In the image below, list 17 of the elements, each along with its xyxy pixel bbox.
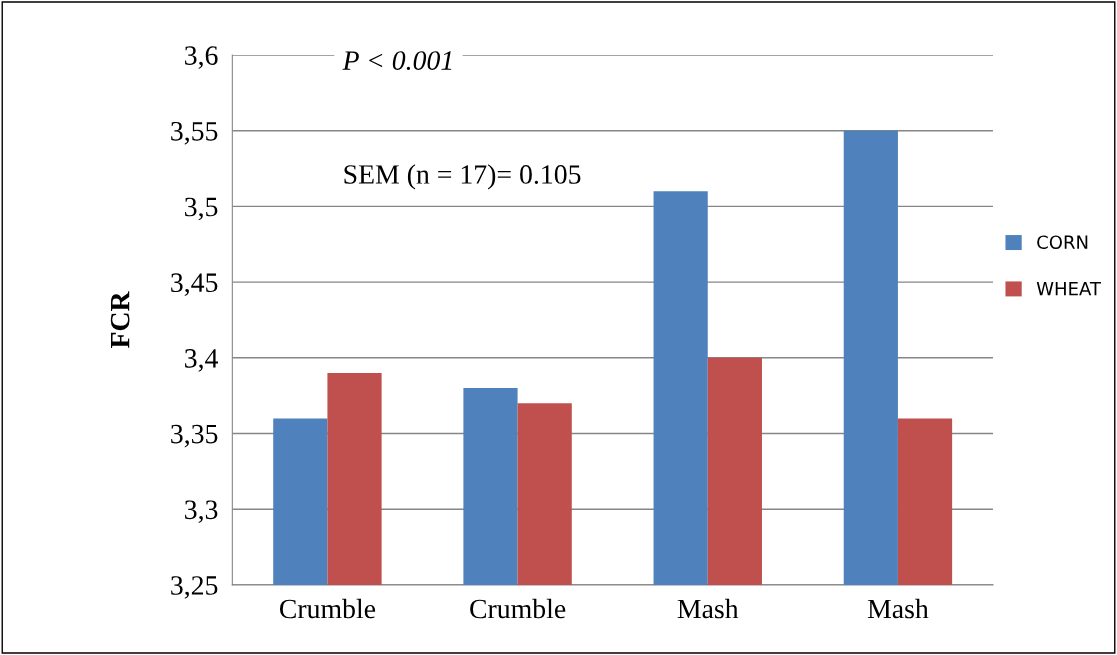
y-tick-label: 3,25 (171, 576, 218, 599)
x-tick-label: Crumble (470, 598, 566, 619)
y-tick-label: 3,35 (171, 424, 218, 448)
x-tick-label: Mash (867, 598, 929, 619)
y-tick-label: 3,3 (185, 500, 218, 524)
y-tick-label: 3,55 (171, 121, 218, 145)
y-tick-label: 3,5 (185, 197, 218, 221)
legend-label: WHEAT (1036, 281, 1102, 296)
annotation: SEM (n = 17)= 0.105 (344, 164, 581, 190)
legend-label: CORN (1037, 235, 1088, 250)
y-tick-label: 3,4 (185, 349, 219, 372)
x-tick-label: Crumble (279, 598, 376, 619)
x-tick-label: Mash (677, 598, 739, 619)
y-tick-label: 3,45 (171, 273, 218, 297)
y-tick-label: 3,6 (185, 46, 218, 69)
annotation: P < 0.001 (342, 51, 452, 71)
y-axis-title: FCR (110, 291, 130, 349)
